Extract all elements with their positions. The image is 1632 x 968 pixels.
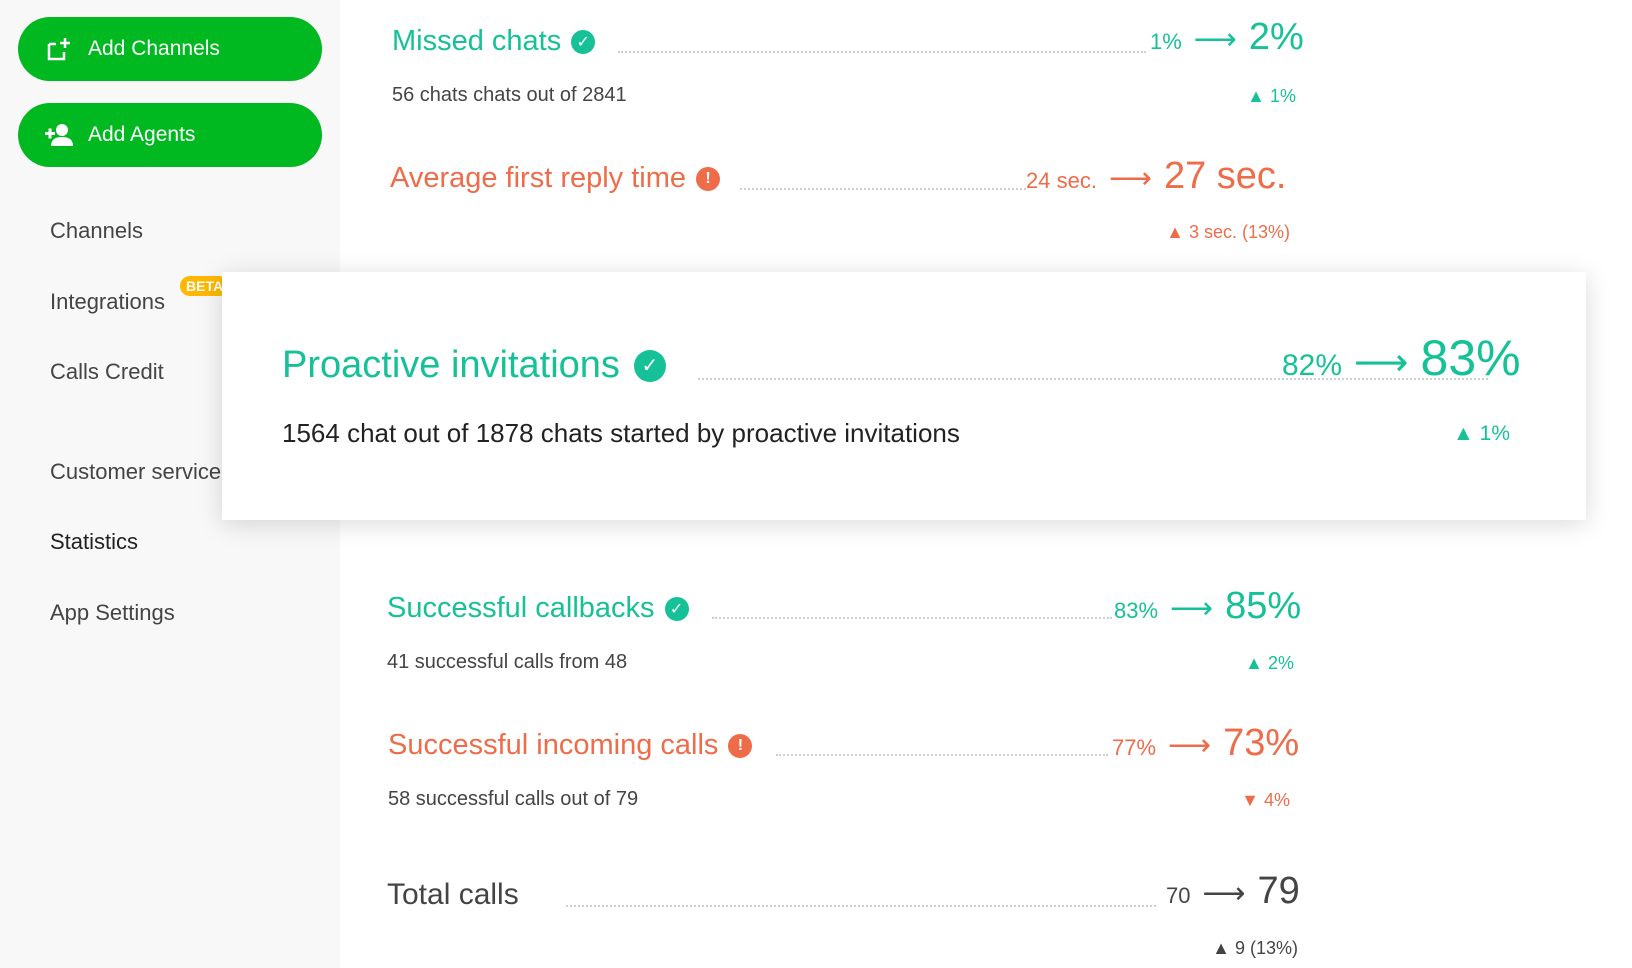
successful-callbacks-delta: ▲ 2% — [1245, 653, 1294, 673]
sidebar-item-integrations[interactable]: Integrations — [50, 289, 165, 314]
total-calls-delta: ▲ 9 (13%) — [1212, 938, 1298, 958]
avg-first-reply-delta: ▲ 3 sec. (13%) — [1166, 222, 1290, 242]
successful-callbacks-comparison: 83% ⟶ 85% — [1114, 585, 1302, 627]
successful-incoming-calls-title: Successful incoming calls ! — [388, 729, 753, 762]
proactive-invitations-title: Proactive invitations ✓ — [282, 344, 666, 387]
add-channels-button[interactable]: Add Channels — [18, 17, 322, 81]
add-person-icon — [44, 120, 74, 150]
check-icon: ✓ — [664, 596, 689, 621]
missed-chats-subtext: 56 chats chats out of 2841 — [392, 84, 627, 106]
avg-first-reply-title: Average first reply time ! — [390, 162, 721, 195]
missed-chats-comparison: 1% ⟶ 2% — [1150, 16, 1304, 58]
proactive-invitations-card: Proactive invitations ✓ 82% ⟶ 83% 1564 c… — [222, 272, 1586, 520]
avg-first-reply-comparison: 24 sec. ⟶ 27 sec. — [1026, 155, 1287, 197]
add-window-icon — [44, 34, 74, 64]
successful-incoming-calls-subtext: 58 successful calls out of 79 — [388, 788, 639, 810]
check-icon: ✓ — [633, 349, 666, 382]
proactive-invitations-comparison: 82% ⟶ 83% — [1282, 330, 1521, 386]
dotted-leader — [698, 378, 1488, 380]
proactive-invitations-delta: ▲ 1% — [1453, 422, 1510, 445]
dotted-leader — [776, 754, 1108, 756]
proactive-invitations-subtext: 1564 chat out of 1878 chats started by p… — [282, 418, 960, 448]
exclamation-icon: ! — [728, 733, 753, 758]
beta-badge: BETA — [180, 276, 230, 296]
dotted-leader — [566, 905, 1156, 907]
add-agents-label: Add Agents — [88, 123, 196, 146]
successful-callbacks-subtext: 41 successful calls from 48 — [387, 651, 628, 673]
missed-chats-title: Missed chats ✓ — [392, 25, 596, 58]
successful-incoming-calls-delta: ▼ 4% — [1241, 790, 1290, 810]
dotted-leader — [740, 188, 1026, 190]
sidebar-item-channels[interactable]: Channels — [50, 218, 143, 243]
check-icon: ✓ — [571, 29, 596, 54]
sidebar-item-statistics[interactable]: Statistics — [50, 529, 139, 554]
total-calls-comparison: 70 ⟶ 79 — [1166, 870, 1300, 912]
sidebar-item-calls-credit[interactable]: Calls Credit — [50, 359, 164, 384]
exclamation-icon: ! — [696, 166, 721, 191]
dotted-leader — [618, 51, 1146, 53]
sidebar-item-app-settings[interactable]: App Settings — [50, 600, 175, 625]
successful-callbacks-title: Successful callbacks ✓ — [387, 592, 689, 625]
add-channels-label: Add Channels — [88, 37, 220, 60]
missed-chats-delta: ▲ 1% — [1247, 86, 1296, 106]
sidebar-item-customer-service[interactable]: Customer service — [50, 459, 222, 484]
dotted-leader — [712, 617, 1112, 619]
total-calls-title: Total calls — [387, 878, 519, 911]
add-agents-button[interactable]: Add Agents — [18, 103, 322, 167]
successful-incoming-calls-comparison: 77% ⟶ 73% — [1112, 722, 1300, 764]
